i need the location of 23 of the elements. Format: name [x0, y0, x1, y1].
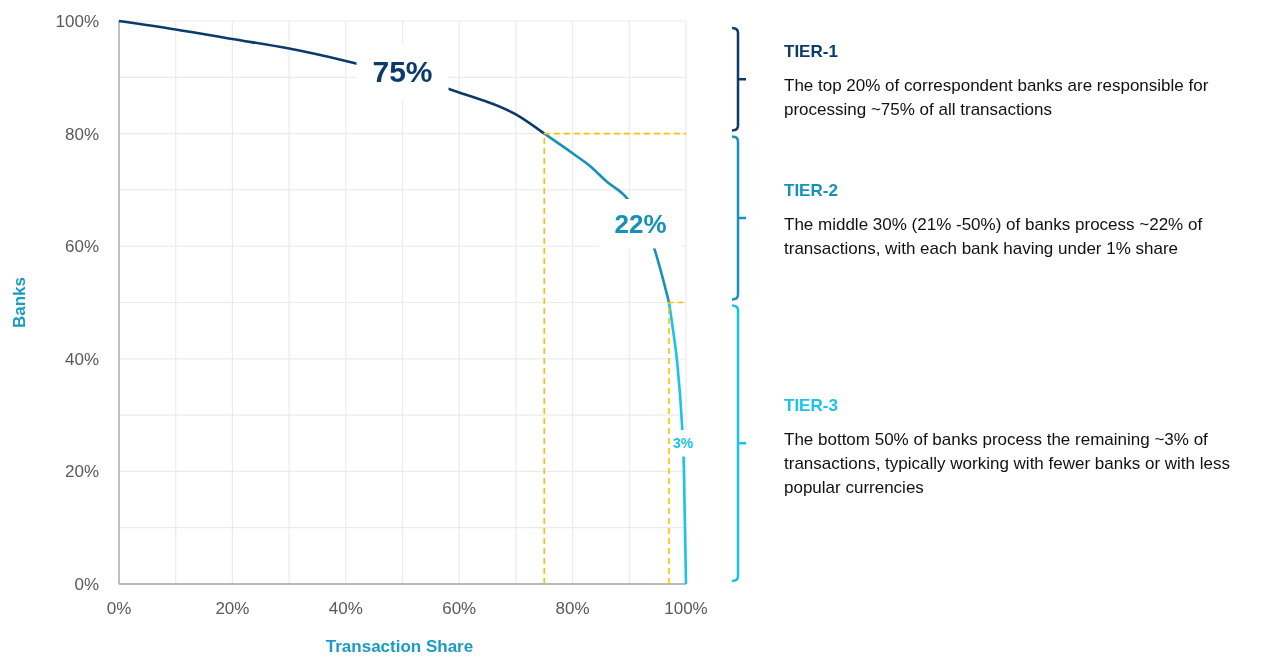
text: TIER-1	[784, 42, 838, 62]
y-tick-label: 40%	[64, 349, 99, 369]
y-tick-label: 60%	[64, 237, 99, 257]
annotation: 75%	[372, 55, 433, 89]
y-tick-label: 20%	[64, 462, 99, 482]
y-axis-title: Banks	[10, 276, 29, 329]
y-tick-label: 80%	[64, 124, 99, 144]
y-tick-label: 0%	[74, 575, 99, 594]
y-tick-label: 100%	[55, 12, 99, 31]
x-tick-label: 80%	[555, 599, 590, 618]
x-tick-label: 40%	[328, 599, 363, 618]
x-tick-label: 100%	[664, 599, 708, 618]
annotation: 22%	[614, 209, 667, 240]
x-axis-title: Transaction Share	[325, 637, 474, 656]
text: The middle 30% (21% -50%) of banks process ~22% of transactions, with each bank having under 1% share	[784, 215, 1203, 259]
text: TIER-3	[784, 396, 838, 416]
text: The top 20% of correspondent banks are responsible for processing ~75% of all transactions	[784, 76, 1209, 120]
x-tick-label: 20%	[215, 599, 250, 618]
annotation: 3%	[673, 435, 694, 452]
x-tick-label: 60%	[442, 599, 477, 618]
x-tick-label: 0%	[106, 599, 132, 618]
text: TIER-2	[784, 181, 838, 201]
text: The bottom 50% of banks process the remaining ~3% of transactions, typically working with fewer banks or with less popular currencies	[784, 430, 1230, 498]
